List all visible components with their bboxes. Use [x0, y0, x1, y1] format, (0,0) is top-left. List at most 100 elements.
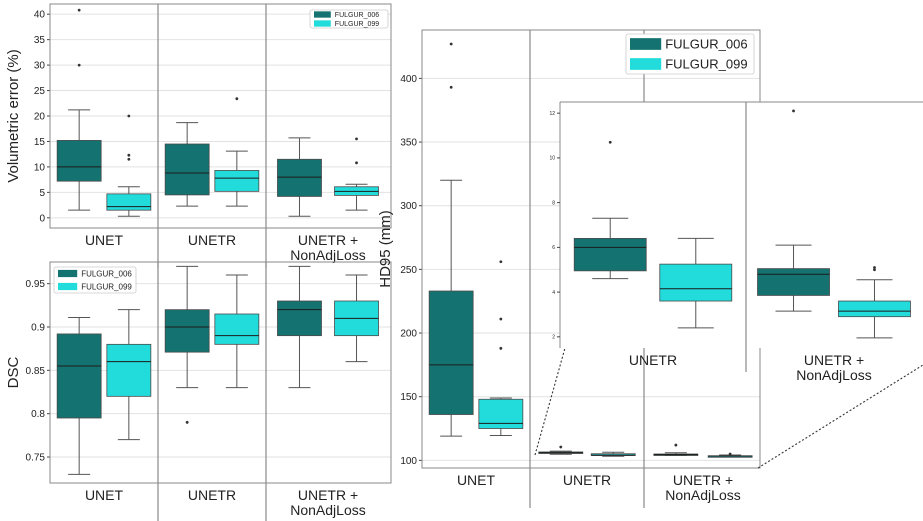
y-tick-label: 6 — [552, 245, 555, 251]
legend-swatch — [314, 11, 331, 18]
x-group-label: UNETR — [629, 352, 677, 368]
outlier-point — [792, 109, 795, 113]
outlier-point — [873, 266, 876, 269]
outlier-point — [499, 260, 503, 264]
box-fulgur-099 — [590, 451, 636, 457]
outlier-point — [608, 140, 612, 144]
y-tick-label: 15 — [34, 137, 46, 148]
x-group-label: NonAdjLoss — [290, 502, 366, 518]
legend-swatch — [630, 38, 662, 50]
iqr-box — [428, 290, 474, 415]
outlier-point — [728, 452, 732, 456]
box-fulgur-006 — [164, 265, 210, 424]
outlier-point — [449, 42, 453, 46]
y-tick-label: 30 — [34, 61, 46, 72]
y-tick-label: 5 — [39, 188, 45, 199]
legend: FULGUR_006 FULGUR_099 — [53, 266, 137, 294]
y-tick-label: 0.95 — [26, 279, 46, 290]
legend-label: FULGUR_099 — [665, 57, 747, 72]
iqr-box — [214, 170, 260, 192]
outlier-point — [127, 157, 131, 161]
box-fulgur-006 — [428, 42, 474, 437]
box-fulgur-099 — [334, 274, 379, 363]
legend-label: FULGUR_006 — [665, 37, 747, 52]
legend-label: FULGUR_099 — [335, 21, 379, 28]
y-tick-label: 12 — [549, 111, 555, 117]
x-group-label: UNETR — [188, 232, 236, 248]
iqr-box — [164, 309, 210, 353]
legend-swatch — [630, 58, 662, 70]
iqr-box — [573, 238, 647, 272]
zoom-connector-right — [757, 364, 923, 469]
box-fulgur-099 — [478, 260, 524, 437]
outlier-point — [355, 137, 358, 141]
box-fulgur-006 — [56, 316, 102, 475]
box-fulgur-099 — [334, 137, 379, 211]
y-axis-label: DSC — [5, 356, 22, 388]
iqr-box — [838, 300, 911, 318]
y-tick-label: 2 — [552, 335, 555, 341]
outlier-point — [235, 97, 239, 101]
iqr-box — [757, 268, 830, 296]
y-tick-label: 10 — [34, 162, 46, 173]
y-tick-label: 0.85 — [26, 366, 46, 377]
box-fulgur-099 — [214, 97, 260, 207]
box-fulgur-006 — [277, 137, 322, 217]
iqr-box — [478, 398, 524, 429]
dsc-panel: 0.75 0.8 0.85 0.9 0.95 DSC UNET UNETR UNETR +Non… — [5, 261, 392, 521]
y-tick-label: 150 — [400, 392, 417, 403]
iqr-box — [277, 158, 322, 197]
box-fulgur-099 — [106, 309, 152, 441]
y-tick-label: 250 — [400, 265, 417, 276]
iqr-box — [214, 313, 260, 345]
legend-swatch — [58, 282, 78, 291]
box-fulgur-099 — [659, 237, 733, 329]
x-group-label: UNET — [457, 472, 496, 488]
box-fulgur-099 — [707, 452, 753, 458]
x-group-label: UNET — [85, 487, 124, 503]
y-tick-label: 40 — [34, 10, 46, 21]
y-tick-label: 0 — [39, 213, 45, 224]
iqr-box — [106, 193, 152, 211]
iqr-box — [277, 300, 322, 337]
y-tick-label: 350 — [400, 138, 417, 149]
outlier-point — [127, 153, 131, 157]
y-tick-label: 300 — [400, 201, 417, 212]
legend-label: FULGUR_006 — [81, 269, 132, 278]
outlier-point — [499, 346, 503, 350]
outlier-point — [873, 268, 876, 272]
legend: FULGUR_006 FULGUR_099 — [309, 9, 389, 29]
iqr-box — [56, 333, 102, 419]
outlier-point — [77, 63, 81, 67]
y-tick-label: 25 — [34, 86, 46, 97]
box-fulgur-006 — [757, 109, 830, 312]
box-fulgur-006 — [573, 140, 647, 280]
box-fulgur-099 — [106, 114, 152, 217]
x-group-label: UNET — [85, 232, 124, 248]
legend: FULGUR_006 FULGUR_099 — [625, 33, 755, 75]
outlier-point — [127, 114, 131, 118]
hd95-zoom-panel: 2 4 6 8 10 12 UNETR UNETR +NonAdjLoss — [549, 101, 923, 383]
box-fulgur-006 — [538, 445, 584, 455]
x-group-label: UNETR — [188, 487, 236, 503]
y-axis-label: Volumetric error (%) — [5, 49, 22, 182]
outlier-point — [449, 85, 453, 89]
y-tick-label: 8 — [552, 200, 555, 206]
outlier-point — [355, 161, 358, 165]
iqr-box — [56, 140, 102, 182]
y-tick-label: 200 — [400, 329, 417, 340]
legend-swatch — [58, 269, 78, 278]
x-group-label: UNETR + — [298, 232, 358, 248]
outlier-point — [559, 445, 563, 449]
zoom-connector-left — [534, 347, 566, 456]
iqr-box — [106, 343, 152, 397]
outlier-point — [185, 420, 189, 424]
x-group-label: UNETR + — [673, 472, 733, 488]
box-fulgur-006 — [277, 265, 322, 389]
outlier-point — [499, 317, 503, 321]
x-group-label: UNETR + — [804, 352, 864, 368]
legend-label: FULGUR_099 — [81, 282, 132, 291]
y-tick-label: 10 — [549, 156, 555, 162]
y-tick-label: 35 — [34, 35, 46, 46]
